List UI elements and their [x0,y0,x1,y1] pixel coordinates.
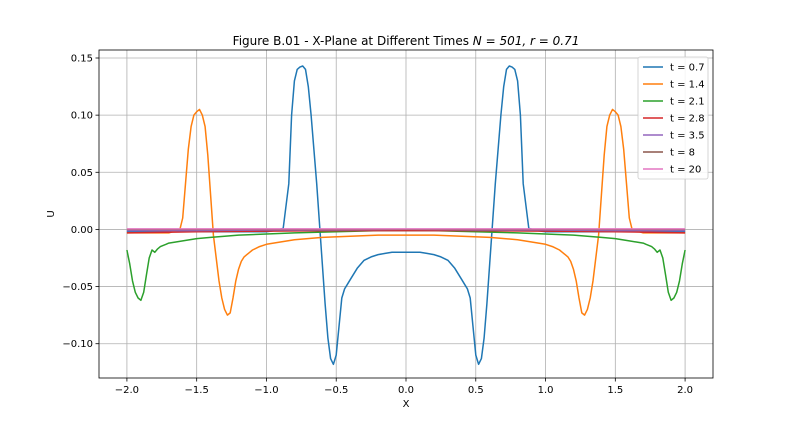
x-tick-label: 0.5 [468,385,484,396]
series-lines [126,65,686,366]
x-axis: −2.0 −1.5 −1.0 −0.5 0.0 0.5 1.0 1.5 2.0 [115,378,693,396]
legend-label-4: t = 2.8 [670,114,705,125]
chart-title: Figure B.01 - X-Plane at Different Times… [233,34,580,48]
series-line-4 [126,229,686,234]
x-tick-label: 2.0 [677,385,693,396]
grid-lines [99,50,713,378]
y-tick-label: −0.10 [62,339,93,350]
y-tick-label: 0.10 [71,111,93,122]
x-tick-label: 0.0 [398,385,414,396]
y-tick-label: 0.15 [71,54,93,65]
y-axis: −0.10 −0.05 0.00 0.05 0.10 0.15 [62,54,99,350]
x-axis-label: X [403,399,410,410]
y-tick-label: 0.05 [71,168,93,179]
legend-label-7: t = 20 [670,165,701,176]
series-line-1 [126,65,686,366]
x-tick-label: 1.5 [607,385,623,396]
x-tick-label: −2.0 [115,385,139,396]
x-tick-label: −1.5 [185,385,209,396]
x-tick-label: 1.0 [538,385,554,396]
legend-label-3: t = 2.1 [670,97,705,108]
x-tick-label: −0.5 [324,385,348,396]
legend-box [637,56,709,180]
y-tick-label: −0.05 [62,282,93,293]
legend-label-6: t = 8 [670,148,695,159]
chart-title-text: Figure B.01 - X-Plane at Different Times [233,34,473,48]
legend-label-1: t = 0.7 [670,63,705,74]
series-line-2 [126,108,686,316]
x-tick-label: −1.0 [254,385,278,396]
legend-label-2: t = 1.4 [670,80,705,91]
legend-label-5: t = 3.5 [670,131,705,142]
legend: t = 0.7 t = 1.4 t = 2.1 t = 2.8 t = 3.5 t = 8… [637,56,709,180]
y-axis-label: U [46,210,57,217]
chart-title-math: N = 501, r = 0.71 [473,34,580,48]
y-tick-label: 0.00 [71,225,93,236]
